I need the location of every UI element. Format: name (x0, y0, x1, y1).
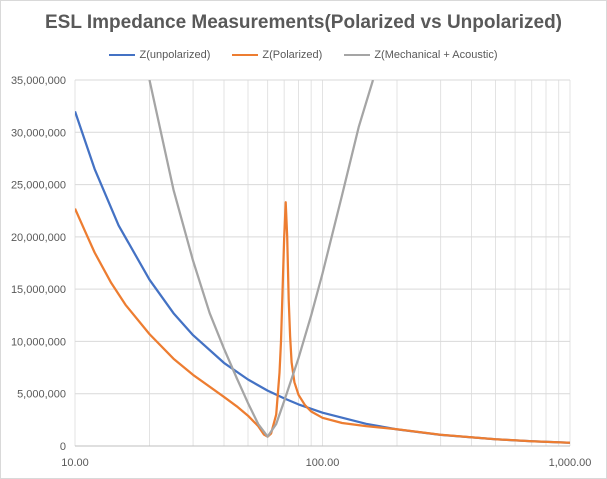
y-tick-label: 25,000,000 (11, 180, 66, 192)
y-tick-label: 20,000,000 (11, 232, 66, 244)
series-line-mechanical-acoustic (148, 80, 375, 438)
y-tick-label: 0 (60, 441, 66, 453)
x-tick-label: 1,000.00 (549, 457, 592, 469)
legend-label-polarized: Z(Polarized) (262, 49, 323, 61)
legend-swatch-polarized (232, 54, 259, 56)
y-tick-label: 35,000,000 (11, 75, 66, 87)
legend-label-unpolarized: Z(unpolarized) (139, 49, 211, 61)
x-tick-label: 100.00 (306, 457, 340, 469)
y-tick-label: 30,000,000 (11, 127, 66, 139)
y-tick-label: 10,000,000 (11, 336, 66, 348)
y-tick-label: 5,000,000 (17, 389, 66, 401)
chart-title: ESL Impedance Measurements(Polarized vs … (44, 12, 563, 33)
legend-item-unpolarized: Z(unpolarized) (109, 49, 210, 61)
series-line-polarized (75, 201, 570, 444)
legend-swatch-mechanical-acoustic (344, 54, 371, 56)
x-tick-label: 10.00 (61, 457, 89, 469)
legend-swatch-unpolarized (109, 54, 136, 56)
legend-item-polarized: Z(Polarized) (232, 49, 322, 61)
legend-item-mechanical-acoustic: Z(Mechanical + Acoustic) (344, 49, 498, 61)
chart-legend: Z(unpolarized) Z(Polarized) Z(Mechanical… (0, 47, 607, 63)
y-tick-label: 15,000,000 (11, 284, 66, 296)
legend-label-mechanical-acoustic: Z(Mechanical + Acoustic) (374, 49, 498, 61)
